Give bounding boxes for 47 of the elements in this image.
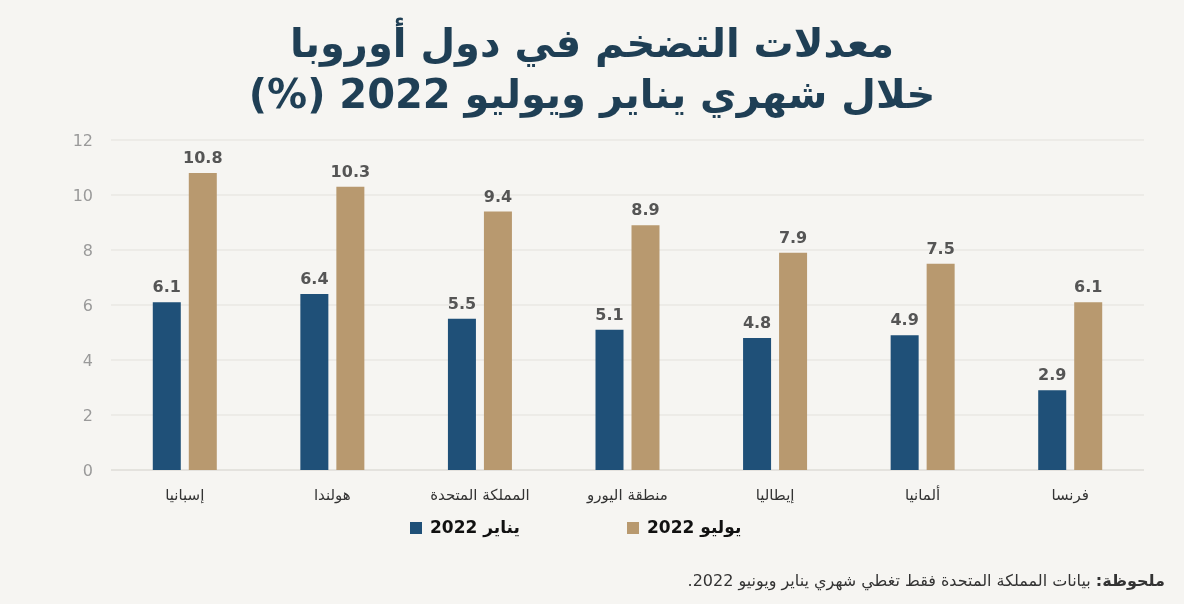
data-label: 10.3 (330, 161, 371, 181)
bar (188, 173, 217, 470)
data-label: 8.9 (631, 200, 660, 220)
bar (483, 211, 512, 470)
y-tick-label: 6 (82, 296, 93, 315)
data-label: 9.4 (483, 186, 513, 206)
y-tick-label: 8 (82, 241, 93, 260)
bar (1074, 302, 1103, 470)
data-label: 2.9 (1038, 365, 1067, 385)
data-label: 5.1 (595, 304, 624, 324)
data-label: 10.8 (183, 148, 223, 167)
y-tick-label: 2 (82, 406, 93, 425)
bar (926, 263, 955, 470)
x-tick-label: ألمانيا (905, 485, 941, 504)
text: ملحوظة: بيانات المملكة المتحدة فقط تغطي شهري يناير ويونيو 2022. (687, 571, 1165, 591)
y-tick-label: 4 (82, 351, 93, 370)
legend-label: يوليو 2022 (647, 517, 742, 538)
x-tick-label: فرنسا (1051, 486, 1089, 504)
bar (631, 225, 660, 470)
bar (447, 318, 476, 470)
x-tick-label: هولندا (313, 486, 351, 504)
y-tick-label: 10 (72, 186, 93, 205)
data-label: 4.9 (890, 310, 919, 330)
data-label: 4.8 (742, 313, 772, 332)
bar (300, 294, 329, 470)
bar (152, 302, 181, 470)
data-label: 7.5 (926, 238, 955, 258)
data-label: 5.5 (447, 293, 477, 313)
chart-title: معدلات التضخم في دول أوروبا (289, 17, 895, 67)
x-tick-label: منطقة اليورو (586, 486, 668, 504)
bar (890, 335, 919, 470)
data-label: 6.1 (152, 277, 181, 297)
bar (336, 186, 365, 470)
legend-label: يناير 2022 (430, 517, 520, 538)
bar (1038, 390, 1067, 470)
data-label: 7.9 (778, 227, 808, 247)
bar (595, 329, 624, 470)
y-tick-label: 12 (72, 131, 93, 150)
x-tick-label: إيطاليا (755, 486, 795, 504)
x-tick-label: المملكة المتحدة (430, 486, 530, 504)
data-label: 6.4 (300, 269, 329, 288)
data-label: 6.1 (1074, 277, 1103, 297)
x-tick-label: إسبانيا (165, 486, 205, 504)
bar (779, 252, 808, 470)
bar (743, 338, 772, 470)
y-tick-label: 0 (82, 461, 93, 480)
chart-subtitle: خلال شهري يناير ويوليو 2022 (%) (248, 71, 936, 118)
